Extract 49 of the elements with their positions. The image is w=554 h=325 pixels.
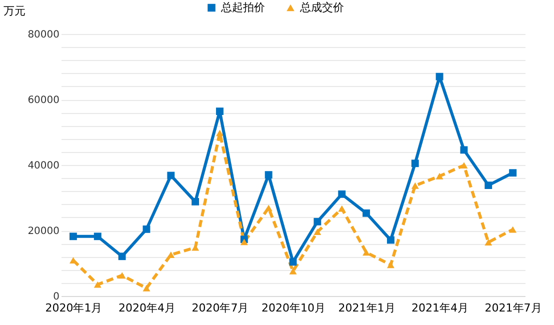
legend-label: 总成交价 <box>299 0 344 14</box>
x-tick-label: 2020年4月 <box>118 302 176 314</box>
point <box>167 172 175 180</box>
y-tick-label: 0 <box>53 292 60 302</box>
point <box>484 239 492 246</box>
point <box>338 190 346 198</box>
point <box>289 268 297 274</box>
point <box>460 146 468 154</box>
y-axis-title: 万元 <box>4 4 26 18</box>
point <box>509 169 516 177</box>
point <box>484 182 492 190</box>
point <box>386 236 394 244</box>
x-tick-label: 2021年1月 <box>338 302 396 314</box>
point <box>142 225 150 233</box>
point <box>167 252 175 258</box>
point <box>460 162 468 169</box>
point <box>289 258 297 266</box>
point <box>509 226 516 233</box>
point <box>264 171 272 179</box>
point <box>240 238 248 246</box>
y-tick-label: 80000 <box>28 30 60 40</box>
y-tick-label: 40000 <box>28 160 60 172</box>
y-tick-label: 20000 <box>28 226 60 237</box>
x-tick-label: 2021年7月 <box>484 302 542 314</box>
point <box>314 228 322 236</box>
x-tick-label: 2020年10月 <box>262 302 326 314</box>
point <box>411 182 419 189</box>
point <box>192 198 200 206</box>
point <box>362 249 370 256</box>
point <box>94 281 102 288</box>
x-tick-label: 2020年7月 <box>192 302 249 314</box>
point <box>118 272 126 279</box>
point <box>118 252 126 260</box>
legend-label: 总起拍价 <box>220 0 265 14</box>
point <box>436 72 444 80</box>
point <box>142 284 150 292</box>
point <box>338 205 346 212</box>
point <box>411 160 419 168</box>
y-tick-label: 60000 <box>28 95 60 106</box>
point <box>216 130 224 136</box>
x-tick-label: 2020年1月 <box>45 302 102 314</box>
point <box>314 218 322 226</box>
point <box>362 209 370 217</box>
point <box>70 232 77 240</box>
point <box>216 108 224 115</box>
x-tick-label: 2021年4月 <box>412 302 469 314</box>
point <box>264 204 272 212</box>
point <box>436 172 444 180</box>
point <box>94 232 102 240</box>
